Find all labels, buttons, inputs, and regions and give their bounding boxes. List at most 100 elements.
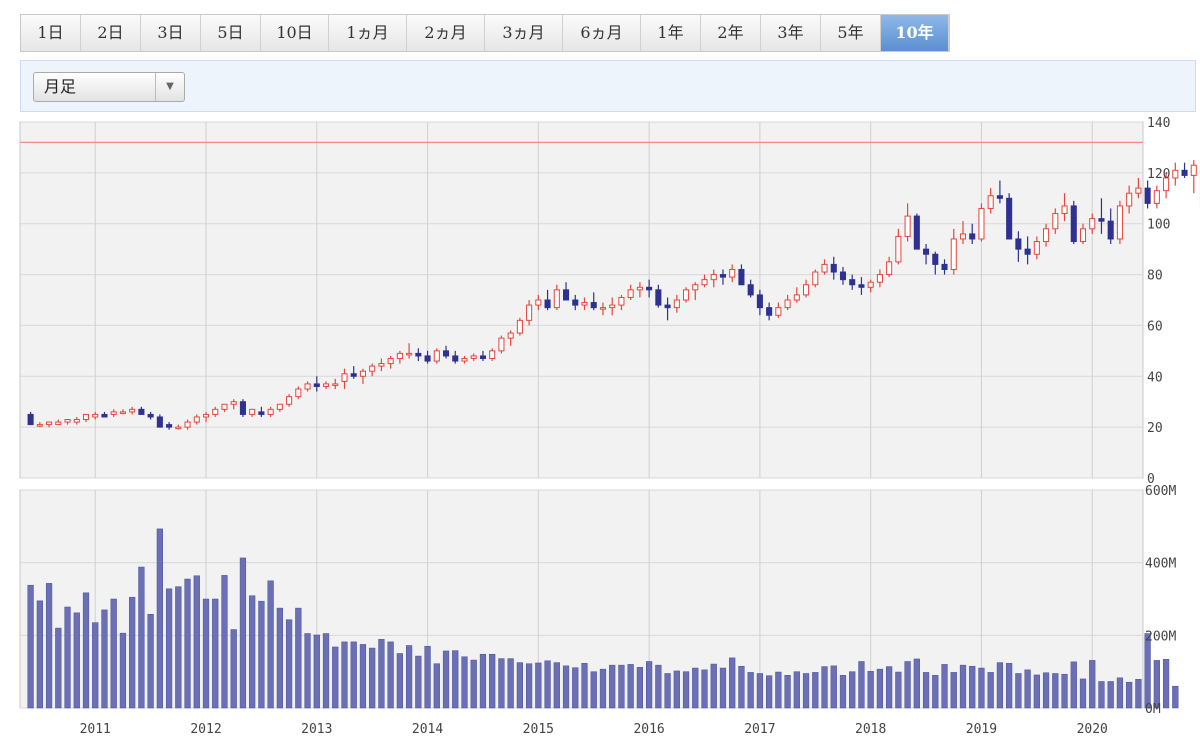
volume-bar — [895, 671, 902, 709]
candle-body — [719, 274, 727, 278]
candle-body — [119, 411, 126, 414]
candle-body — [1079, 228, 1087, 243]
volume-bar — [719, 667, 727, 709]
tab-2[interactable]: 3日 — [141, 15, 201, 51]
candle-body — [1089, 218, 1096, 230]
volume-bar — [904, 661, 911, 709]
volume-bar — [267, 580, 274, 709]
candle-body — [359, 370, 366, 377]
tab-4[interactable]: 10日 — [261, 15, 329, 51]
volume-bar — [821, 666, 828, 709]
candle-body — [867, 281, 874, 288]
candle-body — [821, 263, 828, 273]
candle-body — [535, 299, 542, 306]
tab-8[interactable]: 6ヵ月 — [563, 15, 641, 51]
candle-body — [923, 248, 930, 255]
tab-10[interactable]: 2年 — [701, 15, 761, 51]
volume-bar — [470, 659, 477, 709]
candle-body — [683, 289, 690, 301]
candle-body — [415, 352, 422, 357]
candle-body — [147, 413, 154, 418]
volume-bar — [1042, 672, 1050, 709]
chevron-down-icon[interactable]: ▼ — [155, 73, 184, 101]
volume-bar — [405, 645, 413, 709]
tab-13[interactable]: 10年 — [881, 15, 949, 51]
candle-body — [756, 294, 763, 309]
candle-body — [830, 263, 837, 273]
volume-bar — [525, 663, 533, 709]
volume-bar — [830, 665, 837, 709]
tab-1[interactable]: 2日 — [81, 15, 141, 51]
candle-body — [341, 373, 348, 382]
volume-bar — [27, 584, 34, 709]
candle-body — [406, 352, 413, 356]
volume-bar — [461, 656, 468, 709]
candle-body — [849, 279, 856, 286]
volume-bar — [165, 588, 173, 709]
volume-bar — [1015, 673, 1022, 709]
volume-bar — [36, 600, 43, 709]
volume-bar — [886, 666, 893, 709]
interval-select-value: 月足 — [44, 77, 77, 96]
tab-9[interactable]: 1年 — [641, 15, 701, 51]
volume-bar — [341, 641, 348, 709]
year-label: 2020 — [1077, 722, 1108, 737]
volume-bar — [221, 575, 228, 709]
interval-select[interactable]: 月足 ▼ — [33, 72, 185, 102]
volume-bar — [692, 667, 699, 709]
volume-bar — [738, 665, 745, 709]
candle-body — [350, 373, 357, 377]
volume-bar — [359, 644, 367, 709]
candle-body — [1153, 190, 1160, 204]
candle-body — [55, 421, 62, 426]
tab-12[interactable]: 5年 — [821, 15, 881, 51]
volume-bar — [378, 639, 385, 709]
tab-6[interactable]: 2ヵ月 — [407, 15, 485, 51]
candle-body — [295, 388, 302, 398]
volume-bar — [442, 650, 450, 709]
volume-bar — [184, 578, 191, 709]
candle-body — [221, 403, 228, 410]
volume-bar — [507, 658, 514, 709]
candle-body — [479, 355, 486, 359]
tab-3[interactable]: 5日 — [201, 15, 261, 51]
tab-11[interactable]: 3年 — [761, 15, 821, 51]
volume-bar — [849, 671, 856, 709]
volume-bar — [350, 641, 357, 709]
candle-body — [1190, 164, 1197, 176]
candle-body — [941, 263, 948, 270]
candle-body — [322, 383, 330, 387]
tab-7[interactable]: 3ヵ月 — [485, 15, 563, 51]
volume-bar — [664, 673, 671, 709]
candle-body — [369, 365, 376, 372]
volume-bar — [138, 566, 145, 709]
candle-body — [1135, 187, 1142, 194]
candle-body — [27, 413, 34, 426]
period-tabs: 1日 2日 3日 5日 10日 1ヵ月 2ヵ月 3ヵ月 6ヵ月 1年 2年 3年 5年 10年 — [20, 14, 950, 52]
volume-bar — [258, 600, 265, 709]
volume-bar — [562, 665, 570, 709]
year-label: 2011 — [80, 722, 111, 737]
price-tick-label: 80 — [1147, 269, 1163, 284]
tab-5[interactable]: 1ヵ月 — [329, 15, 407, 51]
volume-bar — [249, 595, 256, 709]
candle-body — [498, 337, 505, 352]
candle-body — [46, 421, 53, 426]
candle-body — [609, 304, 616, 309]
volume-bar — [1089, 660, 1096, 709]
candle-body — [1181, 169, 1188, 176]
candle-body — [812, 271, 819, 286]
volume-bar — [839, 675, 847, 709]
candle-body — [904, 215, 911, 237]
candle-body — [156, 416, 163, 428]
candle-body — [969, 233, 976, 240]
volume-bar — [793, 671, 800, 709]
candle-body — [110, 411, 117, 415]
candle-body — [581, 302, 588, 306]
candle-body — [1052, 213, 1059, 230]
candle-body — [1043, 228, 1050, 243]
candle-body — [673, 299, 680, 309]
candle-body — [73, 419, 80, 423]
tab-0[interactable]: 1日 — [21, 15, 81, 51]
volume-bar — [119, 632, 127, 709]
